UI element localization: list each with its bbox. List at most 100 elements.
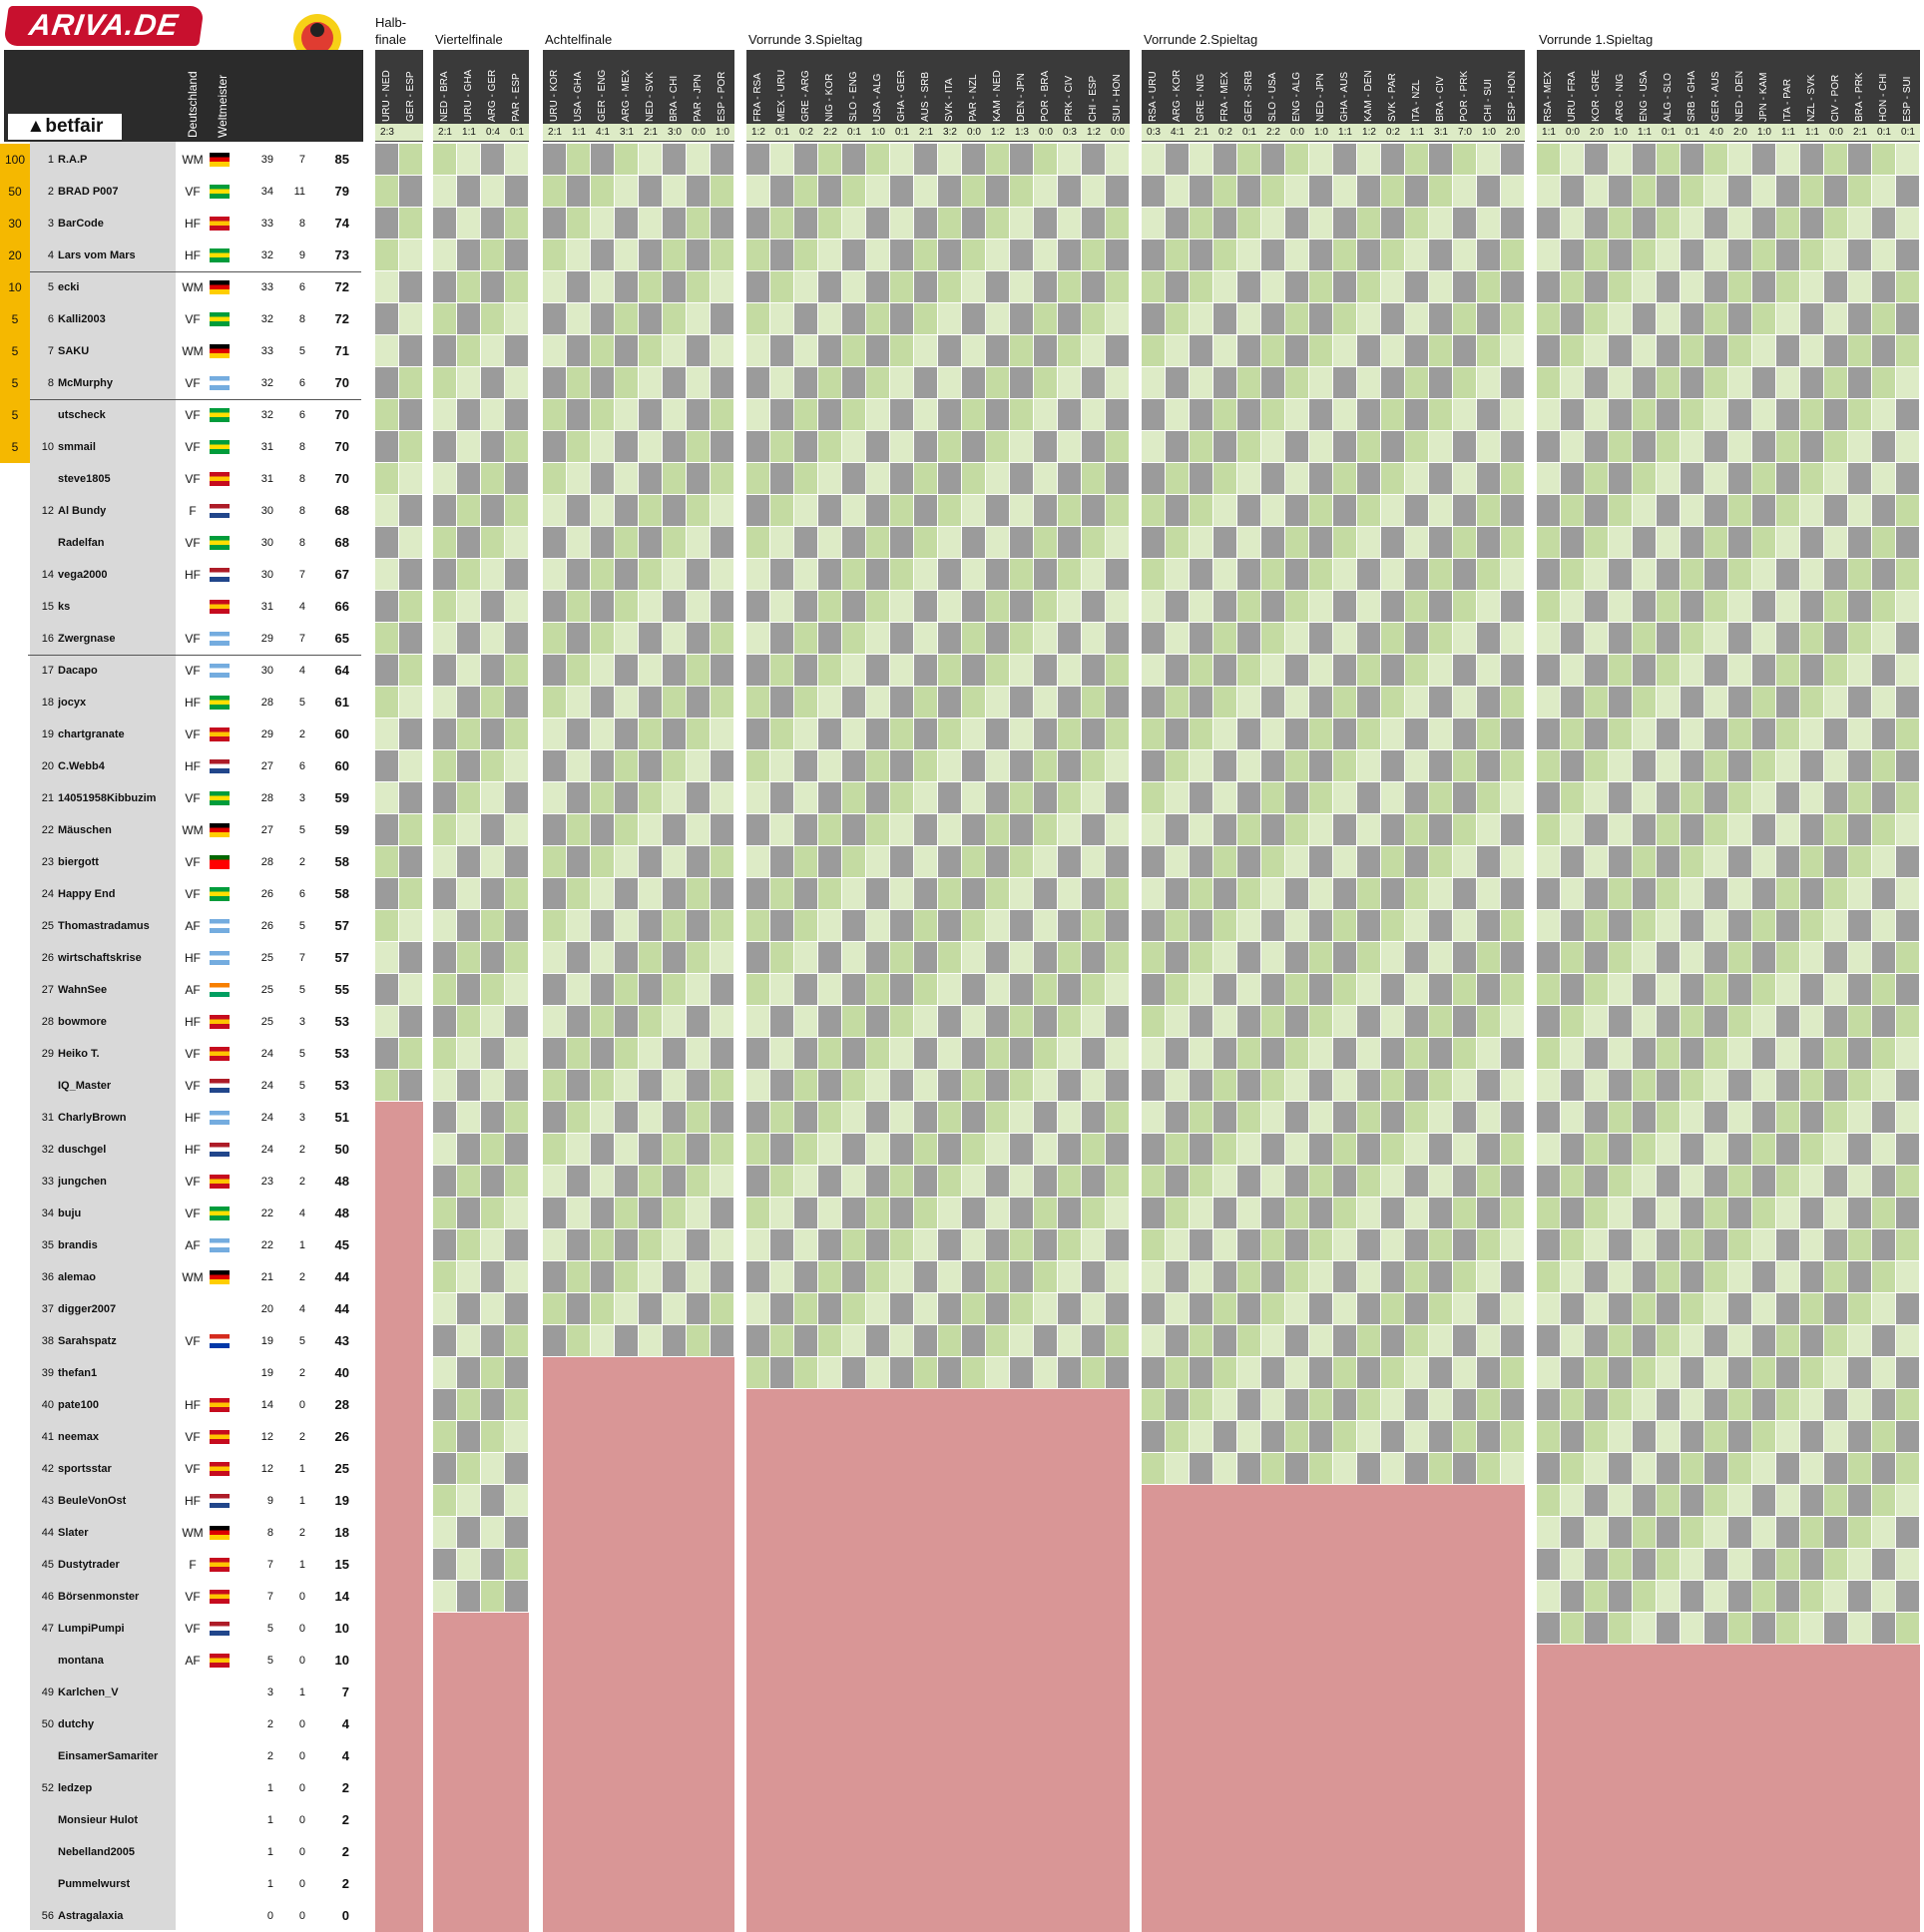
vorrunde3-match-label: PAR - NZL: [968, 74, 979, 122]
standings-row[interactable]: 20 4 Lars vom Mars HF 32 9 73: [0, 240, 1924, 271]
player-stat-a: 31: [260, 473, 273, 485]
standings-row[interactable]: 39 thefan1 19 2 40: [0, 1357, 1924, 1389]
standings-row[interactable]: 5 6 Kalli2003 VF 32 8 72: [0, 303, 1924, 335]
standings-row[interactable]: 49 Karlchen_V 3 1 7: [0, 1677, 1924, 1708]
achtelfinale-tip-cell: [591, 208, 614, 239]
player-stat-b: 0: [298, 1846, 305, 1858]
standings-row[interactable]: 5 8 McMurphy VF 32 6 70: [0, 367, 1924, 399]
standings-row[interactable]: 18 jocyx HF 28 5 61: [0, 687, 1924, 719]
halbfinale-missing-cell: [375, 1485, 423, 1517]
achtelfinale-tip-cell: [639, 399, 662, 430]
standings-row[interactable]: 32 duschgel HF 24 2 50: [0, 1134, 1924, 1166]
standings-row[interactable]: 20 C.Webb4 HF 27 6 60: [0, 750, 1924, 782]
viertelfinale-tip-cell: [433, 1325, 456, 1356]
player-rank: 50: [41, 1718, 54, 1730]
vorrunde1-match-label: BRA - PRK: [1854, 72, 1865, 122]
standings-row[interactable]: 38 Sarahspatz VF 19 5 43: [0, 1325, 1924, 1357]
standings-row[interactable]: 12 Al Bundy F 30 8 68: [0, 495, 1924, 527]
standings-row[interactable]: IQ_Master VF 24 5 53: [0, 1070, 1924, 1102]
standings-row[interactable]: 5 utscheck VF 32 6 70: [0, 399, 1924, 431]
viertelfinale-tip-cell: [505, 1549, 528, 1580]
standings-row[interactable]: 24 Happy End VF 26 6 58: [0, 878, 1924, 910]
halbfinale-tip-cell: [375, 591, 398, 622]
halbfinale-tip-cell: [375, 878, 398, 909]
standings-row[interactable]: 10 5 ecki WM 33 6 72: [0, 271, 1924, 303]
viertelfinale-tip-cell: [457, 1581, 480, 1612]
vorrunde3-match-label: SUI - HON: [1112, 74, 1123, 122]
standings-row[interactable]: Radelfan VF 30 8 68: [0, 527, 1924, 559]
standings-row[interactable]: 33 jungchen VF 23 2 48: [0, 1166, 1924, 1198]
standings-row[interactable]: montana AF 5 0 10: [0, 1645, 1924, 1677]
standings-row[interactable]: 26 wirtschaftskrise HF 25 7 57: [0, 942, 1924, 974]
viertelfinale-tip-cell: [457, 814, 480, 845]
standings-row[interactable]: EinsamerSamariter 2 0 4: [0, 1740, 1924, 1772]
standings-row[interactable]: 46 Börsenmonster VF 7 0 14: [0, 1581, 1924, 1613]
halbfinale-missing-cell: [375, 1261, 423, 1293]
vorrunde1-result: 1:1: [1537, 124, 1561, 141]
standings-row[interactable]: 45 Dustytrader F 7 1 15: [0, 1549, 1924, 1581]
achtelfinale-match-label: USA - GHA: [573, 71, 584, 122]
standings-row[interactable]: 44 Slater WM 8 2 18: [0, 1517, 1924, 1549]
player-name: wirtschaftskrise: [58, 952, 142, 964]
standings-row[interactable]: 30 3 BarCode HF 33 8 74: [0, 208, 1924, 240]
viertelfinale-tip-cell: [457, 687, 480, 718]
standings-row[interactable]: 100 1 R.A.P WM 39 7 85: [0, 144, 1924, 176]
player-tip: VF: [185, 472, 201, 486]
viertelfinale-tip-cell: [433, 591, 456, 622]
standings-row[interactable]: 50 dutchy 2 0 4: [0, 1708, 1924, 1740]
standings-row[interactable]: 21 14051958Kibbuzim VF 28 3 59: [0, 782, 1924, 814]
standings-row[interactable]: 19 chartgranate VF 29 2 60: [0, 719, 1924, 750]
vorrunde3-result: 3:2: [938, 124, 962, 141]
standings-row[interactable]: 50 2 BRAD P007 VF 34 11 79: [0, 176, 1924, 208]
standings-row[interactable]: 5 10 smmail VF 31 8 70: [0, 431, 1924, 463]
standings-row[interactable]: 43 BeuleVonOst HF 9 1 19: [0, 1485, 1924, 1517]
viertelfinale-result: 0:4: [481, 124, 505, 141]
viertelfinale-tip-cell: [505, 559, 528, 590]
standings-row[interactable]: 35 brandis AF 22 1 45: [0, 1229, 1924, 1261]
player-stat-b: 0: [298, 1814, 305, 1826]
standings-row[interactable]: Nebelland2005 1 0 2: [0, 1836, 1924, 1868]
standings-row[interactable]: 41 neemax VF 12 2 26: [0, 1421, 1924, 1453]
standings-row[interactable]: Pummelwurst 1 0 2: [0, 1868, 1924, 1900]
standings-row[interactable]: 36 alemao WM 21 2 44: [0, 1261, 1924, 1293]
esp-flag-icon: [210, 1175, 230, 1189]
standings-row[interactable]: 31 CharlyBrown HF 24 3 51: [0, 1102, 1924, 1134]
ariva-logo[interactable]: ARIVA.DE: [3, 6, 205, 46]
achtelfinale-tip-cell: [711, 399, 733, 430]
player-stat-b: 6: [298, 281, 305, 293]
standings-row[interactable]: steve1805 VF 31 8 70: [0, 463, 1924, 495]
viertelfinale-tip-cell: [481, 367, 504, 398]
viertelfinale-tip-cell: [505, 782, 528, 813]
standings-row[interactable]: 23 biergott VF 28 2 58: [0, 846, 1924, 878]
standings-row[interactable]: 27 WahnSee AF 25 5 55: [0, 974, 1924, 1006]
standings-row[interactable]: 47 LumpiPumpi VF 5 0 10: [0, 1613, 1924, 1645]
standings-row[interactable]: 28 bowmore HF 25 3 53: [0, 1006, 1924, 1038]
player-rank: 10: [41, 441, 54, 453]
standings-row[interactable]: 56 Astragalaxia 0 0 0: [0, 1900, 1924, 1932]
achtelfinale-tip-cell: [639, 208, 662, 239]
standings-row[interactable]: 22 Mäuschen WM 27 5 59: [0, 814, 1924, 846]
standings-row[interactable]: 15 ks 31 4 66: [0, 591, 1924, 623]
achtelfinale-tip-cell: [567, 367, 590, 398]
standings-row[interactable]: 40 pate100 HF 14 0 28: [0, 1389, 1924, 1421]
standings-row[interactable]: 37 digger2007 20 4 44: [0, 1293, 1924, 1325]
viertelfinale-tip-cell: [433, 1549, 456, 1580]
standings-row[interactable]: 29 Heiko T. VF 24 5 53: [0, 1038, 1924, 1070]
standings-row[interactable]: 5 7 SAKU WM 33 5 71: [0, 335, 1924, 367]
viertelfinale-tip-cell: [433, 208, 456, 239]
standings-row[interactable]: Monsieur Hulot 1 0 2: [0, 1804, 1924, 1836]
achtelfinale-tip-cell: [567, 335, 590, 366]
viertelfinale-tip-cell: [481, 527, 504, 558]
standings-row[interactable]: 16 Zwergnase VF 29 7 65: [0, 623, 1924, 655]
standings-row[interactable]: 14 vega2000 HF 30 7 67: [0, 559, 1924, 591]
player-rank: 22: [41, 824, 54, 836]
halbfinale-tip-cell: [399, 687, 422, 718]
player-stat-b: 1: [298, 1559, 305, 1571]
standings-row[interactable]: 25 Thomastradamus AF 26 5 57: [0, 910, 1924, 942]
betfair-logo[interactable]: ▲ betfair: [8, 114, 122, 140]
standings-row[interactable]: 34 buju VF 22 4 48: [0, 1198, 1924, 1229]
standings-row[interactable]: 42 sportsstar VF 12 1 25: [0, 1453, 1924, 1485]
standings-row[interactable]: 17 Dacapo VF 30 4 64: [0, 655, 1924, 687]
player-points: 65: [334, 631, 349, 646]
standings-row[interactable]: 52 ledzep 1 0 2: [0, 1772, 1924, 1804]
